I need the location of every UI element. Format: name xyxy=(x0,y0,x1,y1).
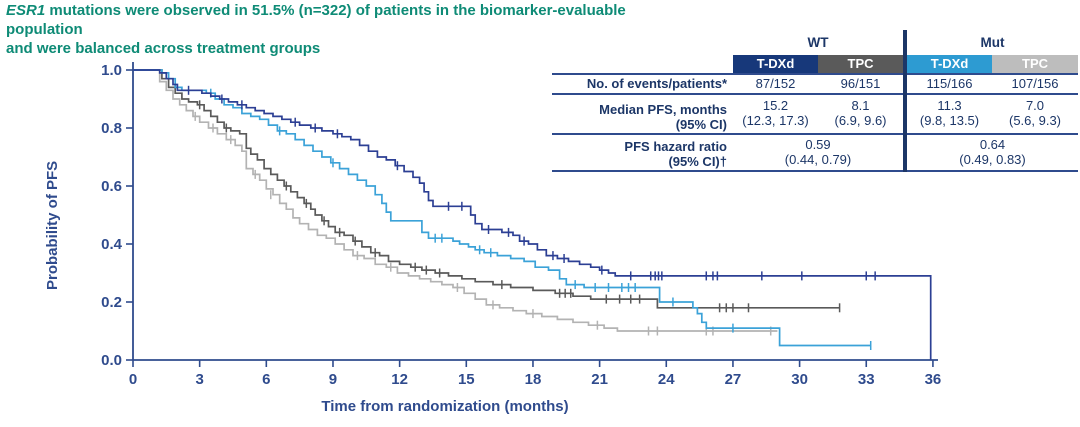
headline-line1: mutations were observed in 51.5% (n=322)… xyxy=(6,2,626,38)
col-header-tpc-mut: TPC xyxy=(992,55,1078,75)
hazard-ci: (0.49, 0.83) xyxy=(959,151,1026,167)
table-corner-spacer xyxy=(552,30,733,55)
hazard-ci: (0.44, 0.79) xyxy=(784,151,852,167)
y-tick-label: 0.8 xyxy=(101,120,122,137)
x-axis-title: Time from randomization (months) xyxy=(321,398,569,415)
y-axis-title: Probability of PFS xyxy=(44,160,61,290)
hazard-label-line1: PFS hazard ratio xyxy=(624,139,727,155)
hazard-value: 0.64 xyxy=(979,136,1006,152)
km-curve-t-dxd-mut xyxy=(133,69,871,347)
x-tick-label: 0 xyxy=(129,371,137,388)
wt-mut-divider xyxy=(903,30,907,172)
median-value: 11.3 xyxy=(937,98,962,114)
events-tdxd-wt: 87/152 xyxy=(733,75,818,95)
row-label-hazard: PFS hazard ratio (95% CI)† xyxy=(552,135,733,172)
events-tpc-mut: 107/156 xyxy=(992,75,1078,95)
median-ci: (5.6, 9.3) xyxy=(1008,113,1062,128)
x-tick-label: 30 xyxy=(791,371,808,388)
x-tick-label: 6 xyxy=(262,371,270,388)
y-tick-label: 0.4 xyxy=(101,236,123,253)
gene-symbol: ESR1 xyxy=(6,2,46,19)
y-tick-label: 0.6 xyxy=(101,178,122,195)
y-tick-label: 0.0 xyxy=(101,352,122,369)
pfs-stat-table: WT Mut T-DXd TPC T-DXd TPC No. of events… xyxy=(552,30,1078,172)
col-header-tpc-wt: TPC xyxy=(818,55,903,75)
median-tdxd-wt: 15.2 (12.3, 17.3) xyxy=(733,95,818,135)
km-curve-t-dxd-wt xyxy=(133,69,932,360)
group-header-wt: WT xyxy=(807,34,829,50)
km-curve-tpc-mut xyxy=(133,69,778,332)
col-header-tdxd-wt: T-DXd xyxy=(733,55,818,75)
median-value: 8.1 xyxy=(851,98,870,114)
events-tdxd-mut: 115/166 xyxy=(907,75,992,95)
x-tick-label: 15 xyxy=(458,371,475,388)
median-label-line2: (95% CI) xyxy=(675,117,727,133)
headline-line2: and were balanced across treatment group… xyxy=(6,39,321,57)
hazard-mut: 0.64 (0.49, 0.83) xyxy=(907,135,1078,172)
hazard-label-line2: (95% CI)† xyxy=(668,154,727,170)
median-ci: (6.9, 9.6) xyxy=(834,113,887,128)
y-tick-label: 1.0 xyxy=(101,62,122,79)
y-tick-label: 0.2 xyxy=(101,294,122,311)
col-header-tdxd-mut: T-DXd xyxy=(907,55,992,75)
median-tpc-wt: 8.1 (6.9, 9.6) xyxy=(818,95,903,135)
row-label-events: No. of events/patients* xyxy=(552,75,733,95)
median-value: 15.2 xyxy=(762,98,789,114)
median-tdxd-mut: 11.3 (9.8, 13.5) xyxy=(907,95,992,135)
x-tick-label: 33 xyxy=(858,371,875,388)
x-tick-label: 27 xyxy=(725,371,742,388)
x-tick-label: 9 xyxy=(329,371,337,388)
median-label-line1: Median PFS, months xyxy=(599,102,727,118)
hazard-wt: 0.59 (0.44, 0.79) xyxy=(733,135,903,172)
median-ci: (12.3, 17.3) xyxy=(742,113,809,128)
row-label-median: Median PFS, months (95% CI) xyxy=(552,95,733,135)
x-tick-label: 21 xyxy=(591,371,608,388)
events-tpc-wt: 96/151 xyxy=(818,75,903,95)
column-header-spacer xyxy=(552,55,733,75)
x-tick-label: 24 xyxy=(658,371,675,388)
x-tick-label: 3 xyxy=(195,371,203,388)
group-header-mut: Mut xyxy=(980,34,1005,50)
hazard-value: 0.59 xyxy=(805,136,831,152)
median-ci: (9.8, 13.5) xyxy=(919,113,980,128)
x-tick-label: 12 xyxy=(391,371,408,388)
x-tick-label: 18 xyxy=(525,371,542,388)
median-value: 7.0 xyxy=(1025,98,1045,114)
headline: ESR1 mutations were observed in 51.5% (n… xyxy=(6,2,646,58)
km-curve-tpc-wt xyxy=(133,69,840,309)
x-tick-label: 36 xyxy=(925,371,942,388)
median-tpc-mut: 7.0 (5.6, 9.3) xyxy=(992,95,1078,135)
